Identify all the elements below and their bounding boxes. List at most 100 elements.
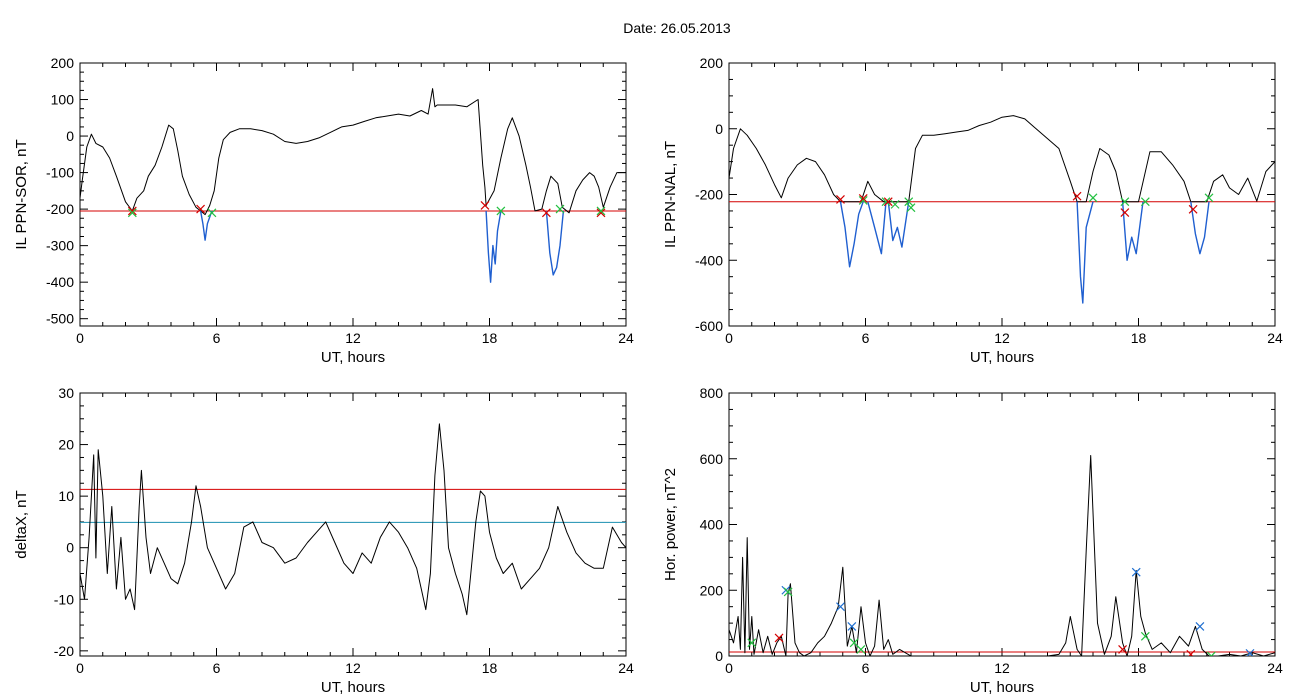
marker-green [1120, 197, 1130, 207]
y-axis-label: IL PPN-SOR, nT [13, 139, 30, 249]
y-tick-label: -300 [46, 238, 74, 254]
marker-stroke [783, 587, 793, 597]
series-blue-3 [485, 210, 502, 283]
marker-stroke [596, 206, 606, 216]
y-tick-label: -20 [54, 643, 74, 659]
x-tick-label: 6 [862, 330, 870, 346]
marker-stroke [883, 197, 893, 207]
plot-data [729, 455, 1275, 656]
series-blue-7 [1190, 201, 1210, 255]
series-blue-4 [887, 201, 910, 248]
marker-red [196, 204, 205, 214]
marker-green [906, 203, 916, 213]
marker-stroke [856, 645, 866, 654]
marker-green [881, 197, 891, 207]
marker-stroke [1088, 193, 1098, 203]
marker-green [856, 645, 866, 654]
marker-green [1140, 197, 1150, 207]
marker-stroke [836, 602, 845, 612]
y-tick-label: 0 [715, 648, 723, 664]
y-tick-label: 10 [58, 488, 74, 504]
x-tick-label: 12 [994, 330, 1010, 346]
x-tick-label: 12 [345, 330, 361, 346]
y-tick-label: 30 [58, 385, 74, 401]
series-black-1 [729, 115, 1275, 203]
marker-blue [847, 621, 857, 631]
x-tick-label: 6 [862, 660, 870, 676]
marker-red [596, 208, 606, 218]
marker-red [1120, 208, 1130, 218]
series-black-1 [80, 423, 626, 616]
y-tick-label: 0 [66, 540, 74, 556]
marker-green [1140, 631, 1150, 641]
x-axis-label: UT, hours [321, 349, 385, 366]
marker-stroke [1210, 651, 1216, 656]
x-tick-label: 12 [345, 660, 361, 676]
marker-red [1188, 204, 1198, 214]
marker-blue [1245, 648, 1255, 656]
x-tick-label: 0 [725, 660, 733, 676]
marker-stroke [1131, 567, 1141, 577]
x-tick-label: 24 [1267, 660, 1283, 676]
x-tick-label: 6 [213, 330, 221, 346]
marker-blue [836, 602, 845, 612]
marker-stroke [480, 201, 490, 210]
marker-stroke [1206, 651, 1213, 656]
marker-stroke [1188, 204, 1198, 214]
y-tick-label: 400 [700, 517, 724, 533]
y-tick-label: -600 [695, 318, 723, 334]
series-blue-3 [867, 201, 887, 255]
marker-blue [1131, 567, 1141, 577]
x-tick-label: 24 [618, 330, 634, 346]
marker-stroke [207, 208, 217, 218]
y-axis-label: Hor. power, nT^2 [662, 468, 679, 581]
x-axis-label: UT, hours [321, 679, 385, 696]
y-axis-label: deltaX, nT [13, 490, 30, 558]
y-tick-label: 0 [715, 121, 723, 137]
marker-stroke [1072, 191, 1082, 201]
y-tick-label: 0 [66, 128, 74, 144]
marker-stroke [904, 197, 914, 207]
marker-green [207, 208, 217, 218]
plot-frame [79, 392, 627, 657]
y-tick-label: -10 [54, 591, 74, 607]
marker-stroke [747, 638, 757, 648]
marker-red [127, 206, 137, 216]
marker-stroke [847, 621, 857, 631]
plot-data [80, 88, 626, 283]
y-tick-label: 800 [700, 385, 724, 401]
chart-panel-4: 0 6 12 18 24 800 600 400 200 0 UT, hours Hor. power… [662, 385, 1283, 696]
y-axis-label: IL PPN-NAL, nT [662, 141, 679, 248]
marker-red [480, 201, 490, 210]
marker-green [783, 587, 793, 597]
marker-stroke [1120, 197, 1130, 207]
plot-frame [728, 62, 1276, 327]
y-tick-label: -200 [695, 187, 723, 203]
x-tick-label: 18 [482, 660, 498, 676]
marker-green [890, 199, 900, 209]
y-tick-label: -100 [46, 165, 74, 181]
marker-green [747, 638, 757, 648]
series-blue-6 [1121, 201, 1144, 261]
y-tick-label: 20 [58, 437, 74, 453]
x-axis-label: UT, hours [970, 349, 1034, 366]
plot-data [80, 423, 626, 616]
marker-red [774, 633, 784, 643]
series-black-1 [729, 455, 1275, 656]
marker-green [1206, 651, 1216, 656]
marker-red [541, 208, 551, 218]
series-blue-2 [199, 210, 213, 241]
x-tick-label: 0 [76, 330, 84, 346]
plot-data [729, 115, 1275, 304]
marker-red [1072, 191, 1082, 201]
marker-stroke [858, 195, 868, 205]
marker-red [836, 195, 845, 204]
marker-green [496, 206, 506, 216]
marker-stroke [555, 204, 565, 214]
plot-frame [79, 62, 627, 327]
x-tick-label: 0 [76, 660, 84, 676]
marker-green [849, 638, 859, 648]
x-tick-label: 18 [482, 330, 498, 346]
